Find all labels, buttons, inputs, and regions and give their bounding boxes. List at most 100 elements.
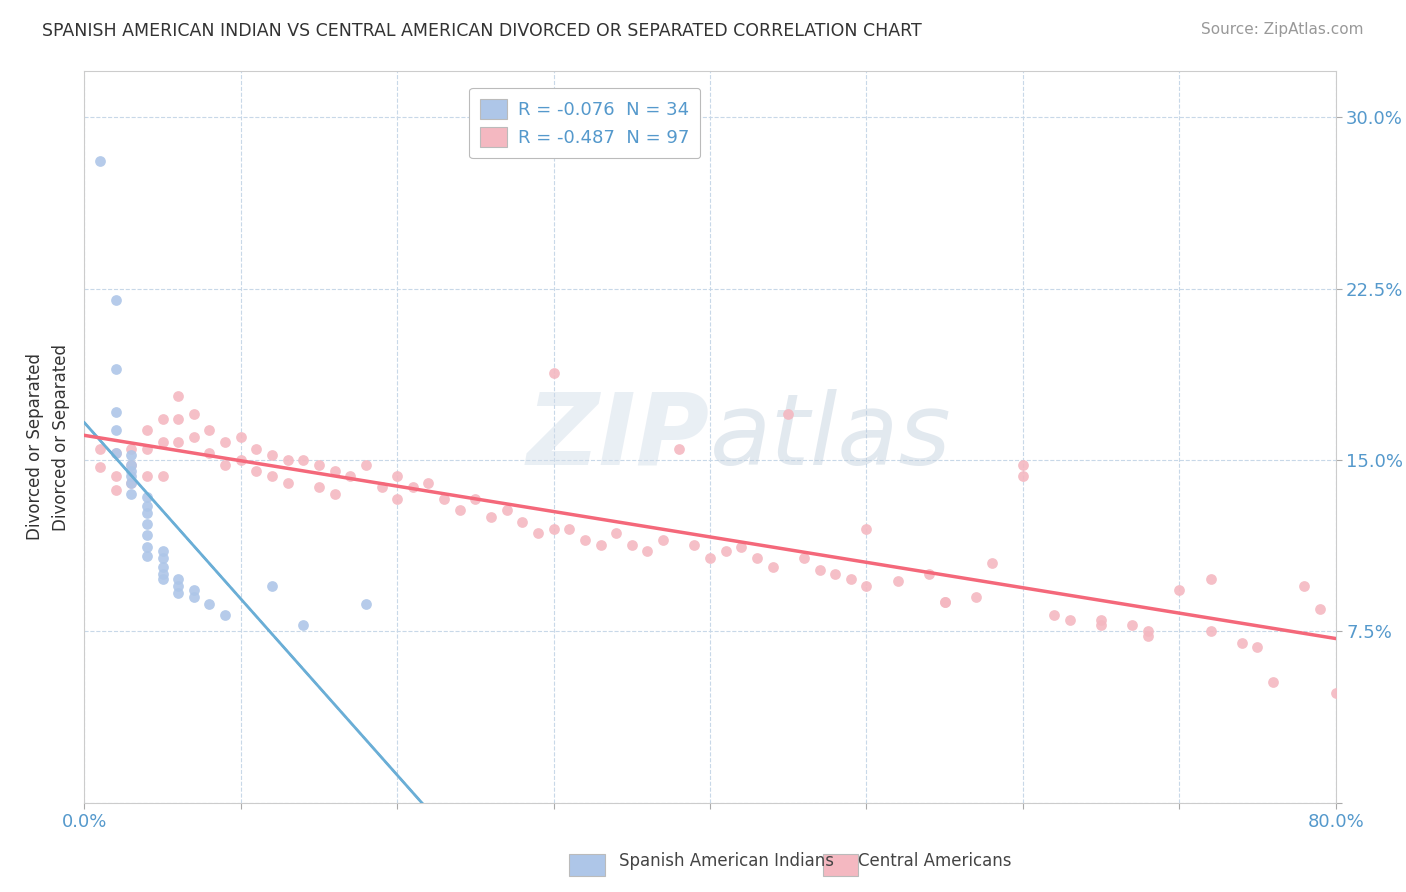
Point — [214, 458, 236, 472]
Point — [183, 407, 205, 421]
Point — [793, 551, 815, 566]
Point — [136, 423, 159, 437]
Point — [245, 464, 267, 478]
Text: Source: ZipAtlas.com: Source: ZipAtlas.com — [1201, 22, 1364, 37]
Point — [308, 480, 330, 494]
Point — [714, 544, 737, 558]
Point — [1090, 613, 1112, 627]
Point — [120, 458, 142, 472]
Point — [855, 579, 877, 593]
Point — [323, 464, 346, 478]
Point — [778, 407, 800, 421]
Point — [229, 453, 252, 467]
Text: Central Americans: Central Americans — [858, 852, 1011, 870]
Point — [808, 563, 831, 577]
Point — [605, 526, 627, 541]
Point — [167, 585, 190, 599]
Point — [89, 459, 111, 474]
Point — [104, 293, 127, 307]
Point — [292, 617, 315, 632]
Point — [1294, 579, 1316, 593]
Point — [980, 556, 1002, 570]
Point — [1199, 572, 1222, 586]
Point — [104, 469, 127, 483]
Point — [589, 537, 612, 551]
Point — [1136, 629, 1159, 643]
Point — [1059, 613, 1081, 627]
Point — [402, 480, 425, 494]
Point — [152, 544, 174, 558]
Point — [120, 475, 142, 490]
Point — [262, 469, 284, 483]
Point — [89, 153, 111, 168]
Point — [104, 446, 127, 460]
Point — [183, 430, 205, 444]
Point — [464, 491, 486, 506]
Point — [574, 533, 596, 547]
Point — [198, 446, 221, 460]
Point — [385, 469, 409, 483]
Point — [683, 537, 706, 551]
Point — [167, 579, 190, 593]
Point — [1168, 583, 1191, 598]
Point — [1246, 640, 1268, 655]
Point — [1012, 458, 1035, 472]
Point — [262, 579, 284, 593]
Point — [418, 475, 440, 490]
Text: ZIP: ZIP — [527, 389, 710, 485]
Legend: R = -0.076  N = 34, R = -0.487  N = 97: R = -0.076 N = 34, R = -0.487 N = 97 — [470, 87, 700, 158]
Point — [512, 515, 534, 529]
Point — [1136, 624, 1159, 639]
Point — [1199, 624, 1222, 639]
Point — [1263, 674, 1285, 689]
Point — [136, 490, 159, 504]
Point — [479, 510, 502, 524]
Point — [543, 366, 565, 380]
Point — [449, 503, 471, 517]
Point — [152, 551, 174, 566]
Point — [620, 537, 643, 551]
Point — [1121, 617, 1143, 632]
Point — [934, 595, 956, 609]
Point — [167, 412, 190, 426]
Point — [136, 516, 159, 531]
Point — [1309, 601, 1331, 615]
Point — [229, 430, 252, 444]
Point — [167, 389, 190, 403]
Point — [495, 503, 517, 517]
Point — [104, 405, 127, 419]
Point — [839, 572, 862, 586]
Point — [245, 442, 267, 456]
Point — [277, 453, 299, 467]
Point — [354, 597, 377, 611]
Point — [668, 442, 690, 456]
Point — [1324, 686, 1347, 700]
Point — [543, 521, 565, 535]
Point — [730, 540, 752, 554]
Point — [1012, 469, 1035, 483]
Point — [762, 560, 785, 574]
Point — [1230, 636, 1253, 650]
Point — [699, 551, 721, 566]
Point — [433, 491, 456, 506]
Point — [136, 442, 159, 456]
Point — [104, 483, 127, 497]
Point — [104, 446, 127, 460]
Point — [167, 434, 190, 449]
Point — [308, 458, 330, 472]
Point — [323, 487, 346, 501]
Point — [292, 453, 315, 467]
Point — [855, 521, 877, 535]
Point — [198, 423, 221, 437]
Point — [370, 480, 392, 494]
Point — [136, 506, 159, 520]
Point — [354, 458, 377, 472]
Point — [934, 595, 956, 609]
Point — [120, 449, 142, 463]
Point — [120, 442, 142, 456]
Point — [1043, 608, 1066, 623]
Point — [152, 412, 174, 426]
Point — [965, 590, 987, 604]
Point — [262, 449, 284, 463]
Text: Spanish American Indians: Spanish American Indians — [619, 852, 834, 870]
